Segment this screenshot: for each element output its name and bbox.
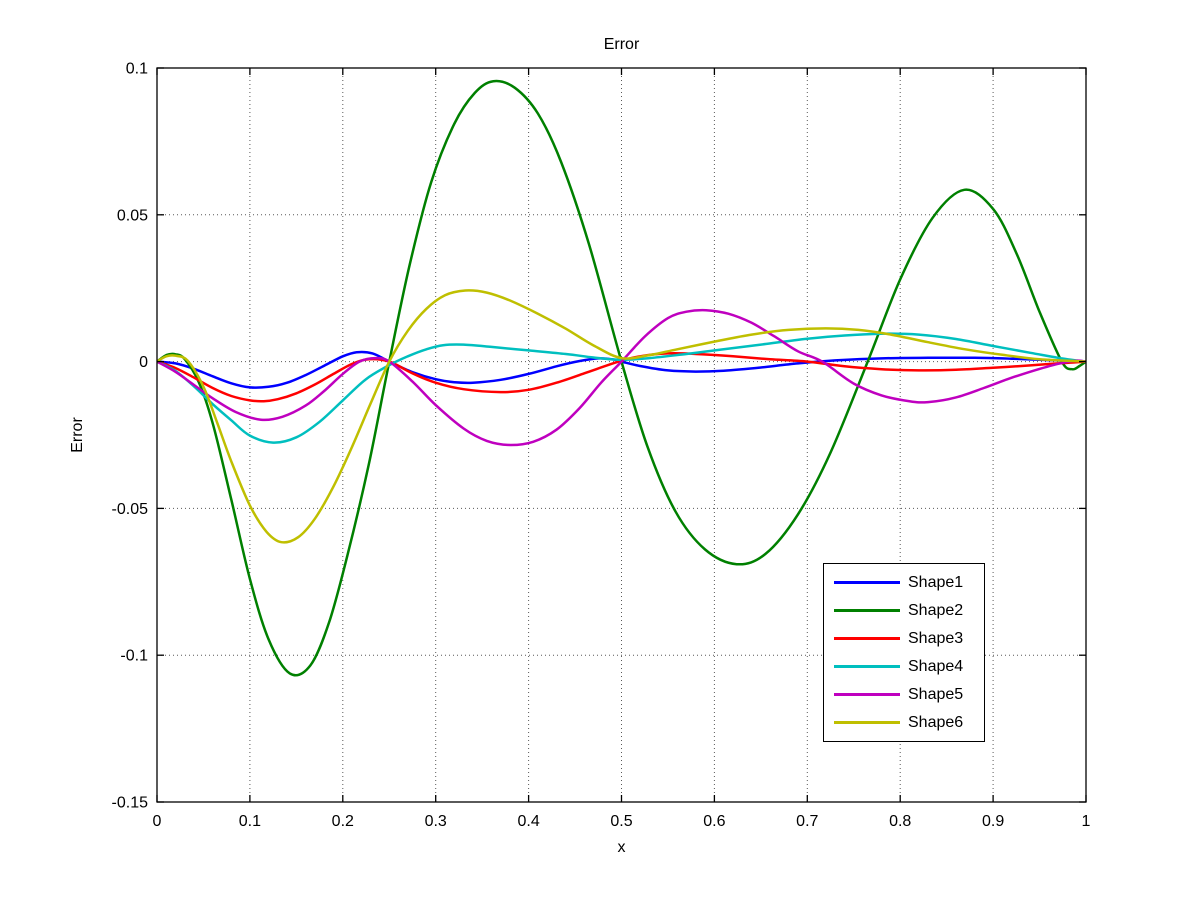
curve-shape1 (157, 350, 1086, 389)
x-tick-label: 0.3 (425, 813, 447, 830)
x-tick-label: 0.6 (703, 813, 725, 830)
curve-shape3 (157, 352, 1086, 403)
chart-title: Error (603, 36, 640, 53)
legend-label: Shape6 (908, 713, 964, 731)
legend-entry: Shape4 (834, 656, 984, 678)
x-tick-label: 0.8 (889, 813, 911, 830)
legend-label: Shape5 (908, 685, 964, 703)
x-tick-label: 0.9 (982, 813, 1004, 830)
curve-shape2 (157, 79, 1086, 677)
y-tick-label: 0.05 (117, 207, 148, 224)
legend-label: Shape3 (908, 629, 964, 647)
y-tick-label: -0.05 (112, 501, 149, 518)
curve-shape4 (157, 332, 1086, 444)
x-tick-label: 0.4 (517, 813, 539, 830)
curve-shape6 (157, 289, 1086, 544)
curve-shape5 (157, 308, 1086, 447)
legend-entry: Shape1 (834, 572, 984, 594)
legend-line-sample (834, 665, 900, 668)
y-tick-label: 0 (139, 354, 148, 371)
x-tick-label: 0.2 (332, 813, 354, 830)
legend-label: Shape2 (908, 601, 964, 619)
legend-box: Shape1 Shape2 Shape3 Shape4 Shape5 Shape6 (823, 563, 985, 742)
legend-line-sample (834, 637, 900, 640)
y-axis-label: Error (69, 417, 86, 453)
x-tick-label: 0.1 (239, 813, 261, 830)
legend-entry: Shape2 (834, 600, 984, 622)
legend-entry: Shape6 (834, 712, 984, 734)
legend-line-sample (834, 721, 900, 724)
x-axis-label: x (617, 839, 626, 856)
y-tick-label: -0.1 (120, 648, 148, 665)
legend-label: Shape1 (908, 573, 964, 591)
x-tick-label: 0 (153, 813, 162, 830)
legend-entry: Shape3 (834, 628, 984, 650)
legend-line-sample (834, 581, 900, 584)
legend-entry: Shape5 (834, 684, 984, 706)
legend-line-sample (834, 693, 900, 696)
x-tick-label: 0.7 (796, 813, 818, 830)
y-tick-label: -0.15 (112, 795, 149, 812)
legend-line-sample (834, 609, 900, 612)
x-tick-label: 0.5 (610, 813, 632, 830)
legend-label: Shape4 (908, 657, 964, 675)
y-tick-label: 0.1 (126, 61, 148, 78)
x-tick-label: 1 (1082, 813, 1091, 830)
